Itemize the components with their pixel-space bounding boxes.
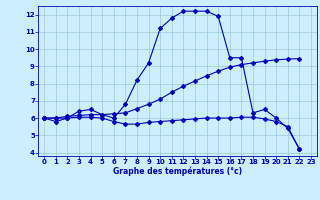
X-axis label: Graphe des températures (°c): Graphe des températures (°c) xyxy=(113,167,242,176)
